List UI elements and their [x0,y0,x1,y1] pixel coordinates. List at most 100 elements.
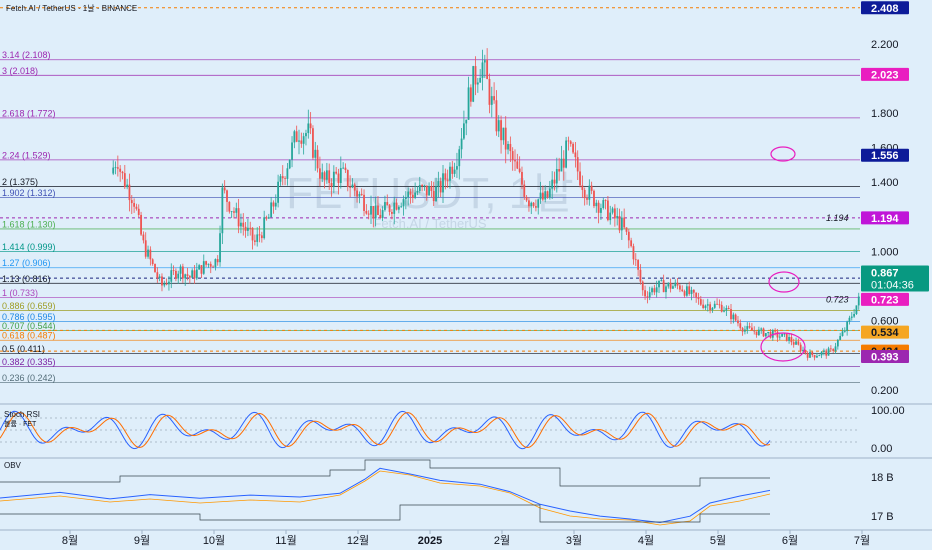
candle-body [572,143,574,153]
candle-body [497,120,500,132]
candle-body [365,210,368,214]
candle-body [544,191,547,200]
candle-body [493,96,496,101]
y-tick-label: 0.600 [871,316,899,328]
candle-body [553,179,556,184]
candle-body [116,167,119,169]
candle-body [216,259,219,263]
candle-body [535,206,537,208]
candle-body [688,286,691,294]
candle-body [857,296,860,306]
x-tick-label: 10월 [203,534,225,547]
candle-body [537,199,540,208]
candle-body [853,313,856,317]
fib-level-label: 2.618 (1.772) [2,108,56,118]
candle-body [569,141,572,144]
candle-body [154,264,156,273]
candle-body [588,185,591,200]
candle-body [298,140,300,142]
candle-body [574,152,577,158]
x-tick-label: 5월 [710,534,726,547]
candle-body [667,282,670,287]
candle-body [795,341,797,345]
fib-level-label: 1.618 (1.130) [2,219,56,229]
candle-body [205,261,208,265]
candle-body [226,190,228,202]
candle-body [121,171,124,174]
candle-body [221,187,224,234]
candle-body [295,131,298,142]
candle-body [555,169,558,184]
candle-body [725,308,728,311]
candle-body [665,286,667,293]
candle-body [767,331,770,334]
price-badge-label: 1.194 [871,213,899,225]
candle-body [834,346,837,351]
candle-body [532,202,535,207]
candle-body [342,167,345,169]
candle-body [416,190,419,193]
candle-body [279,176,282,182]
candle-body [648,292,651,298]
obv-tick-label: 18 B [871,472,894,484]
candle-body [500,120,502,141]
candle-body [147,249,149,257]
annotation-ellipse [760,332,806,362]
obv-line [0,467,771,524]
candle-body [200,265,203,274]
candle-body [607,200,609,221]
candle-body [558,169,561,172]
candle-body [716,303,718,305]
candle-body [697,297,700,300]
inline-level-label: 1.194 [826,213,849,223]
candle-body [260,235,263,239]
candle-body [816,356,818,358]
candle-body [699,299,702,305]
candle-body [358,193,361,197]
y-tick-label: 1.000 [871,246,899,258]
candle-body [579,171,581,186]
candle-body [692,289,695,293]
candle-body [114,167,117,169]
candle-body [751,327,753,331]
candle-body [209,263,212,267]
fib-level-label: 0.707 (0.544) [2,321,56,331]
candle-body [158,276,161,279]
candle-body [755,331,758,336]
obv-channel-line [0,504,770,523]
candle-body [681,289,684,292]
candle-body [407,191,410,198]
candle-body [829,348,832,350]
candle-body [135,206,138,209]
candle-body [119,168,122,172]
chart-title: Fetch.AI / TetherUS · 1날 · BINANCE [6,3,137,13]
price-badge-label: 1.556 [871,150,899,162]
candle-body [511,151,514,161]
candle-body [483,60,486,63]
candle-body [223,187,226,191]
candle-body [312,128,314,158]
candle-body [748,326,751,328]
candle-body [581,185,584,190]
candle-body [744,329,746,332]
candle-body [850,316,853,318]
candle-body [214,259,217,268]
candle-body [346,170,349,188]
candle-body [168,281,170,285]
obv-tick-label: 17 B [871,511,894,523]
candle-body [237,208,240,227]
x-tick-label: 8월 [62,534,78,547]
candle-body [660,280,663,281]
candle-body [161,276,163,286]
candle-body [391,211,393,214]
candle-body [709,304,712,311]
candle-body [823,350,825,352]
candle-body [788,336,790,341]
fib-level-label: 2 (1.375) [2,177,38,187]
candle-body [437,181,440,187]
candle-body [144,240,147,257]
candle-body [314,149,317,158]
candle-body [783,333,786,335]
candle-body [293,131,296,143]
